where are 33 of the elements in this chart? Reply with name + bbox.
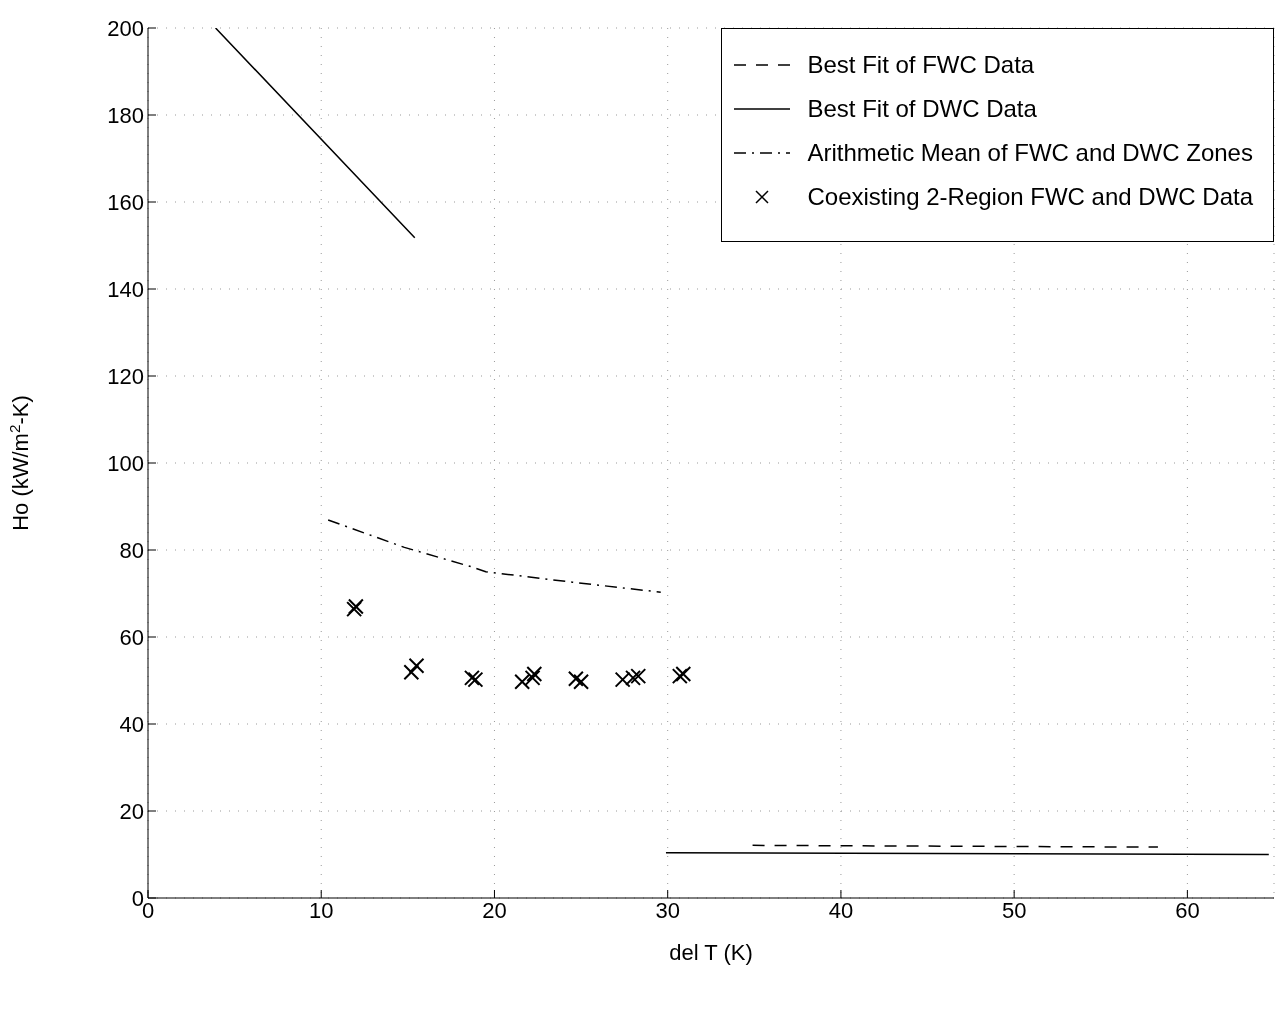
point xyxy=(403,664,420,681)
legend-label: Best Fit of FWC Data xyxy=(807,50,1035,80)
x-tick-label: 40 xyxy=(828,897,854,923)
point xyxy=(467,671,484,688)
y-tick-label: 180 xyxy=(107,102,144,128)
y-tick-label: 20 xyxy=(119,798,144,824)
point xyxy=(567,670,584,687)
x-axis-title: del T (K) xyxy=(669,940,753,965)
point xyxy=(671,668,688,685)
point xyxy=(514,673,531,690)
point xyxy=(573,673,590,690)
point xyxy=(463,669,480,686)
y-tick-label: 100 xyxy=(107,450,144,476)
y-tick-label: 120 xyxy=(107,363,144,389)
point xyxy=(526,665,543,682)
point xyxy=(524,669,541,686)
legend-label: Coexisting 2-Region FWC and DWC Data xyxy=(807,182,1253,212)
y-tick-label: 60 xyxy=(119,624,144,650)
legend-label: Best Fit of DWC Data xyxy=(807,94,1037,124)
legend-label: Arithmetic Mean of FWC and DWC Zones xyxy=(807,138,1253,168)
line-series xyxy=(327,519,662,593)
point xyxy=(675,665,692,682)
y-tick-label: 40 xyxy=(119,711,144,737)
point xyxy=(408,657,425,674)
y-tick-label: 200 xyxy=(107,15,144,41)
x-tick-label: 10 xyxy=(308,897,334,923)
x-tick-label: 60 xyxy=(1175,897,1200,923)
x-tick-label: 20 xyxy=(482,897,507,923)
y-tick-label: 160 xyxy=(107,189,144,215)
x-tick-label: 30 xyxy=(655,897,680,923)
x-tick-label: 50 xyxy=(1001,897,1027,923)
y-tick-label: 80 xyxy=(119,537,144,563)
y-tick-label: 140 xyxy=(107,276,144,302)
